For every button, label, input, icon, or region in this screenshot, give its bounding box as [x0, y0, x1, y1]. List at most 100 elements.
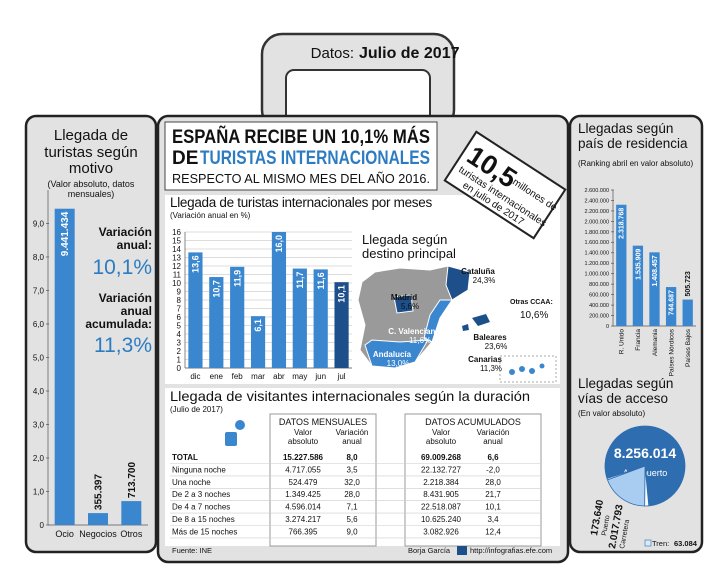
- y-tick-label: 16: [172, 228, 181, 237]
- title-highlight: TURISTAS INTERNACIONALES: [200, 148, 430, 169]
- x-tick-label: feb: [232, 372, 244, 381]
- y-tick-label: 1.000.000: [585, 272, 609, 278]
- row-label: De 8 a 15 noches: [172, 515, 235, 524]
- y-tick-label: 9: [177, 287, 182, 296]
- header-date: Julio de 2017: [359, 45, 460, 62]
- y-tick-label: 1.800.000: [585, 230, 609, 236]
- column-header: Variación anual: [476, 428, 510, 446]
- chart-subtitle: (Ranking abril en valor absoluto): [578, 159, 694, 168]
- cell: 28,0: [485, 478, 501, 487]
- bar: [54, 208, 75, 525]
- value-label: 2.318.768: [619, 208, 626, 239]
- column-header: Valor absoluto: [287, 428, 319, 446]
- bar: [616, 204, 627, 326]
- y-tick-label: 2: [177, 347, 182, 356]
- bar: [313, 269, 328, 368]
- y-tick-label: 2.000.000: [585, 219, 609, 225]
- region-value: 13,0%: [387, 359, 410, 368]
- map-madrid: [393, 294, 414, 314]
- cell: 22.132.727: [421, 465, 462, 474]
- map-cataluna: [445, 265, 471, 301]
- map-title: Llegada según destino principal: [362, 232, 456, 262]
- annotation-label: Variación anual:: [98, 225, 152, 253]
- y-tick-label: 6,0: [33, 320, 45, 329]
- x-tick-label: Países Nórdicos: [668, 328, 675, 376]
- value-label: 1.408.457: [652, 255, 659, 286]
- bar: [88, 513, 108, 525]
- cell: 28,0: [344, 490, 360, 499]
- region-value: 5,6%: [401, 302, 419, 311]
- x-tick-label: ene: [210, 372, 224, 381]
- bar: [665, 287, 677, 326]
- table-title: Llegada de visitantes internacionales se…: [170, 388, 530, 404]
- row-label: Ninguna noche: [172, 465, 226, 474]
- value-label: 11,6: [316, 272, 326, 289]
- cell: 22.518.087: [421, 503, 462, 512]
- x-tick-label: Otros: [120, 529, 143, 539]
- cell: 15.227.586: [283, 453, 324, 462]
- y-tick-label: 14: [172, 245, 181, 254]
- pie-slice: [606, 465, 646, 507]
- y-tick-label: 1.600.000: [585, 240, 609, 246]
- y-tick-label: 4: [177, 330, 182, 339]
- region-name: Andalucía: [373, 350, 412, 359]
- chart-title: Llegadas según vías de acceso: [578, 376, 674, 406]
- cell: 3,4: [487, 515, 499, 524]
- cell: 4.717.055: [285, 465, 321, 474]
- cell: 21,7: [485, 490, 501, 499]
- bar: [230, 266, 245, 368]
- chart-subtitle: (Valor absoluto, datos mensuales): [47, 179, 135, 199]
- cell: 6,6: [487, 453, 499, 462]
- chart-title: Llegada de turistas internacionales por …: [170, 195, 432, 210]
- y-tick-label: 2.400.000: [585, 198, 609, 204]
- y-tick-label: 15: [172, 236, 181, 245]
- map-andalucia: [364, 339, 429, 369]
- y-tick-label: 800.000: [589, 282, 609, 288]
- bar: [334, 282, 349, 368]
- region-name: C. Valenciana: [388, 327, 440, 336]
- value-label: 505.723: [685, 271, 692, 296]
- x-tick-label: Negocios: [79, 529, 117, 539]
- cell: 10,1: [485, 503, 501, 512]
- region-name: Baleares: [473, 333, 507, 342]
- y-tick-label: 600.000: [589, 293, 609, 299]
- y-tick-label: 11: [173, 270, 182, 279]
- x-tick-label: mar: [251, 372, 265, 381]
- y-tick-label: 0: [606, 324, 609, 330]
- x-tick-label: Francia: [635, 329, 642, 351]
- bar: [250, 316, 266, 368]
- y-tick-label: 0: [177, 364, 182, 373]
- value-label: 11,7: [295, 272, 305, 289]
- value-label: 16,0: [274, 235, 284, 253]
- map-canarias-box: [499, 355, 557, 383]
- y-tick-label: 8,0: [33, 253, 45, 262]
- cell: 4.596.014: [285, 503, 321, 512]
- region-value: 11,6%: [409, 336, 431, 345]
- badge-box: [443, 130, 567, 240]
- y-tick-label: 7: [177, 304, 182, 313]
- map-canarias: [509, 369, 515, 375]
- cell: 5,6: [346, 515, 358, 524]
- value-label: 355.397: [94, 474, 105, 511]
- y-tick-label: 8: [177, 296, 182, 305]
- row-label: Más de 15 noches: [172, 527, 237, 536]
- title-panel: [164, 121, 438, 191]
- x-tick-label: Alemania: [652, 329, 659, 356]
- bar: [649, 252, 660, 326]
- region-name: Otras CCAA:: [510, 299, 553, 306]
- value-label: 10,7: [211, 280, 221, 298]
- chart-subtitle: (En valor absoluto): [578, 409, 646, 418]
- region-name: Cataluña: [461, 267, 495, 276]
- title: ESPAÑA RECIBE UN 10,1% MÁS: [172, 126, 430, 148]
- y-tick-label: 2.200.000: [585, 209, 609, 215]
- x-tick-label: jul: [337, 372, 346, 381]
- bar: [632, 245, 644, 326]
- region-value: 10,6%: [520, 310, 548, 321]
- footer-url: http://infografias.efe.com: [470, 546, 552, 555]
- cell: 69.009.268: [421, 453, 462, 462]
- cell: -2,0: [486, 465, 500, 474]
- slice-label: Puerto: [601, 515, 611, 537]
- footer-source: Fuente: INE: [172, 546, 212, 555]
